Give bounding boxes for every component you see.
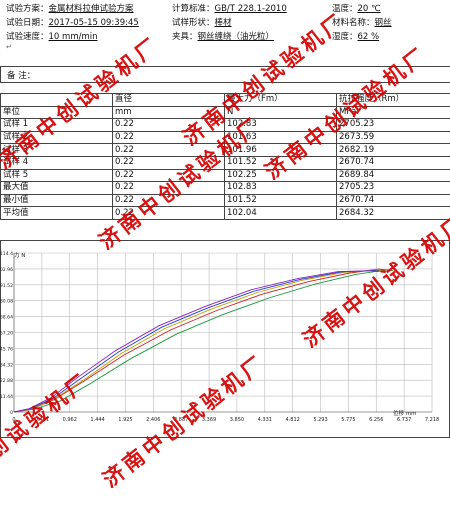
date-label: 试验日期： — [6, 18, 49, 28]
speed-label: 试验速度： — [6, 32, 49, 42]
y-tick-label: 11.44 — [0, 394, 13, 400]
x-tick-label: 7.218 — [425, 417, 439, 423]
y-tick-label: 22.88 — [0, 378, 13, 384]
header-row-1: 试验方案：金属材料拉伸试验方案 — [6, 2, 134, 14]
shape-field: 试样形状：棒材 — [172, 16, 232, 28]
fixture-label: 夹具： — [172, 32, 198, 42]
material-value: 钢丝 — [375, 18, 392, 28]
standard-value: GB/T 228.1-2010 — [215, 4, 287, 14]
shape-label: 试样形状： — [172, 18, 215, 28]
x-tick-label: 5.293 — [313, 417, 327, 423]
x-axis-label: 位移 mm — [393, 409, 416, 417]
value-cell: 102.83 — [225, 182, 337, 195]
temp-value: 20 ℃ — [358, 4, 381, 14]
x-tick-label: 1.925 — [118, 417, 132, 423]
remark-label: 备 注： — [7, 69, 35, 81]
value-cell: 2689.84 — [337, 169, 450, 182]
y-tick-label: 68.64 — [0, 315, 13, 321]
y-tick-label: 114.4 — [0, 251, 13, 257]
y-tick-label: 45.76 — [0, 346, 13, 352]
row-label-cell: 最大值 — [1, 182, 113, 195]
value-cell: 2684.32 — [337, 207, 450, 220]
fixture-value: 钢丝缠绕（油光粒） — [198, 32, 275, 42]
x-tick-label: 0.962 — [63, 417, 77, 423]
y-tick-label: 80.08 — [0, 299, 13, 305]
value-cell: 2705.23 — [337, 182, 450, 195]
x-tick-label: 6.737 — [397, 417, 411, 423]
x-tick-label: 1.444 — [90, 417, 104, 423]
x-tick-label: 6.256 — [369, 417, 383, 423]
y-tick-label: 102.96 — [0, 267, 13, 273]
y-tick-label: 91.52 — [0, 283, 13, 289]
x-tick-label: 3.850 — [230, 417, 244, 423]
row-label-cell: 最小值 — [1, 194, 113, 207]
humidity-value: 62 % — [358, 32, 380, 42]
value-cell: 2682.19 — [337, 144, 450, 157]
y-tick-label: 34.32 — [0, 362, 13, 368]
date-value: 2017-05-15 09:39:45 — [49, 18, 139, 28]
standard-label: 计算标准： — [172, 4, 215, 14]
scheme-label: 试验方案： — [6, 4, 49, 14]
value-cell: 2670.74 — [337, 194, 450, 207]
speed-value: 10 mm/min — [49, 32, 98, 42]
value-cell: 101.52 — [225, 194, 337, 207]
y-tick-label: 57.20 — [0, 331, 13, 337]
x-tick-label: 4.812 — [286, 417, 300, 423]
value-cell: 102.04 — [225, 207, 337, 220]
date-field: 试验日期：2017-05-15 09:39:45 — [6, 16, 139, 28]
row-label-cell: 平均值 — [1, 207, 113, 220]
x-tick-label: 4.331 — [258, 417, 272, 423]
scheme-value: 金属材料拉伸试验方案 — [49, 4, 134, 14]
value-cell: 2673.59 — [337, 131, 450, 144]
fixture-field: 夹具：钢丝缠绕（油光粒） — [172, 30, 274, 42]
standard-field: 计算标准：GB/T 228.1-2010 — [172, 2, 287, 14]
return-mark: ↵ — [6, 43, 12, 51]
speed-field: 试验速度：10 mm/min — [6, 30, 98, 42]
x-tick-label: 5.775 — [341, 417, 355, 423]
row-label-cell: 试样 5 — [1, 169, 113, 182]
value-cell: 2670.74 — [337, 156, 450, 169]
y-axis-label: 力 N — [14, 251, 25, 259]
shape-value: 棒材 — [215, 18, 232, 28]
